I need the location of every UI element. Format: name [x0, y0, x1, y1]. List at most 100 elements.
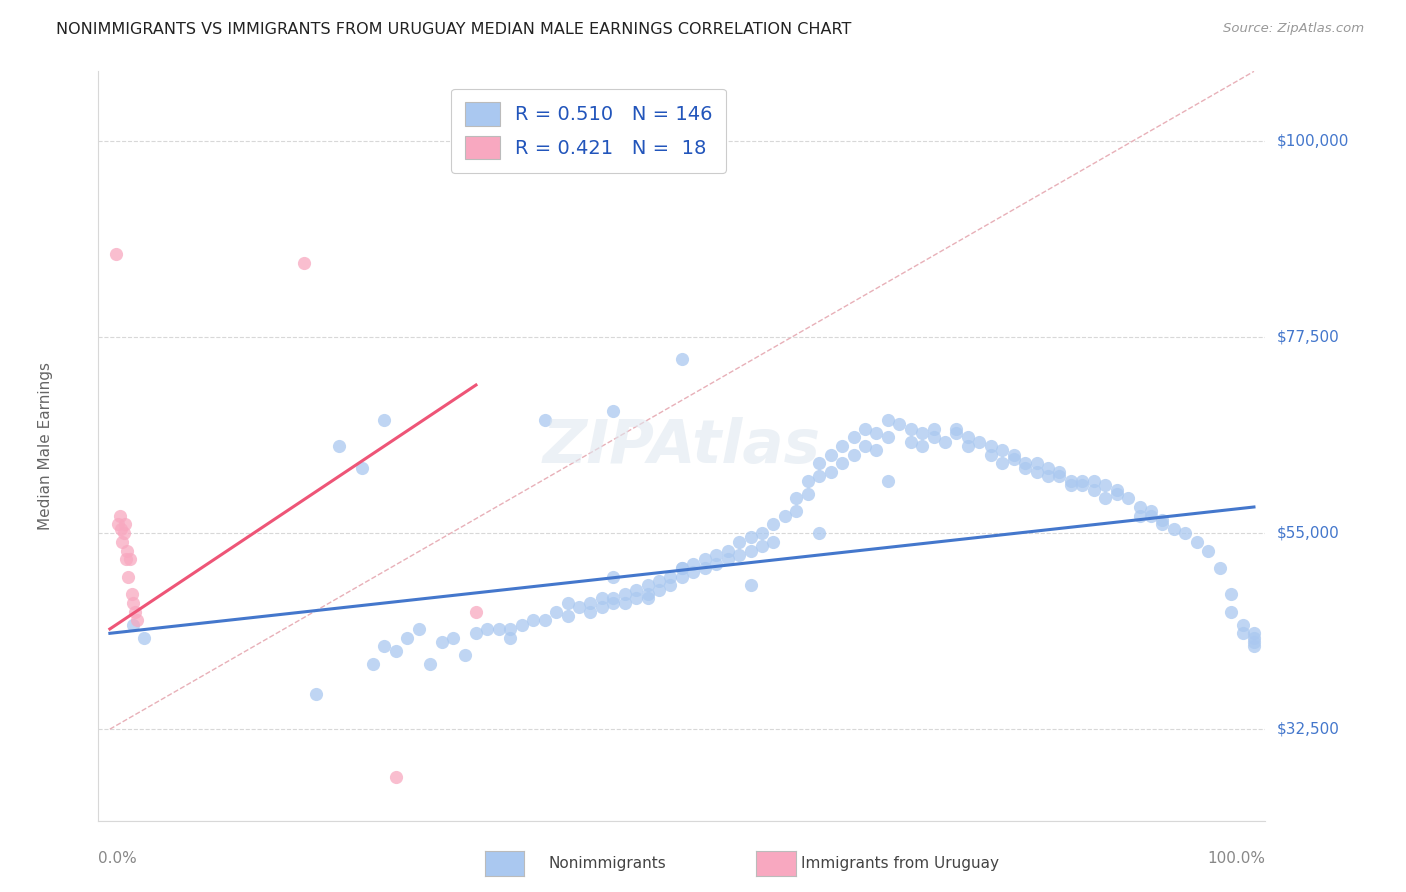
Point	[900, 434, 922, 449]
Text: $55,000: $55,000	[1277, 525, 1340, 541]
Point	[785, 504, 807, 518]
Point	[1071, 474, 1094, 488]
Point	[717, 543, 740, 558]
Point	[1140, 508, 1163, 523]
Point	[305, 687, 328, 701]
Point	[728, 534, 751, 549]
Point	[115, 552, 138, 566]
Point	[922, 430, 945, 444]
Point	[1185, 534, 1208, 549]
Point	[740, 531, 762, 545]
Point	[624, 591, 647, 606]
Point	[671, 561, 693, 575]
Point	[591, 600, 613, 615]
Point	[1163, 522, 1185, 536]
Point	[108, 508, 131, 523]
Point	[740, 578, 762, 592]
Point	[637, 587, 659, 601]
Point	[1128, 508, 1150, 523]
Point	[1025, 457, 1047, 471]
Point	[579, 596, 602, 610]
Point	[1002, 448, 1025, 462]
Point	[453, 648, 475, 662]
Point	[820, 465, 842, 479]
Point	[1243, 626, 1265, 640]
Point	[853, 421, 876, 435]
Point	[1083, 483, 1105, 497]
Point	[751, 539, 773, 553]
Point	[1049, 469, 1071, 483]
Point	[111, 534, 134, 549]
Point	[373, 413, 395, 427]
Point	[613, 596, 636, 610]
Text: NONIMMIGRANTS VS IMMIGRANTS FROM URUGUAY MEDIAN MALE EARNINGS CORRELATION CHART: NONIMMIGRANTS VS IMMIGRANTS FROM URUGUAY…	[56, 22, 852, 37]
Point	[396, 631, 419, 645]
Point	[945, 425, 967, 440]
Point	[1197, 543, 1219, 558]
Point	[991, 443, 1014, 458]
Point	[876, 430, 898, 444]
Point	[441, 631, 464, 645]
Point	[876, 413, 898, 427]
Text: $100,000: $100,000	[1277, 134, 1348, 149]
Point	[808, 526, 831, 541]
Point	[1152, 513, 1174, 527]
Point	[1105, 487, 1128, 501]
Point	[648, 582, 671, 597]
Point	[124, 605, 146, 619]
Point	[671, 561, 693, 575]
Point	[127, 613, 149, 627]
Point	[477, 622, 499, 636]
Point	[704, 548, 727, 562]
Point	[1025, 465, 1047, 479]
Point	[1220, 605, 1243, 619]
Point	[117, 570, 139, 584]
Point	[104, 247, 127, 261]
Point	[1220, 587, 1243, 601]
Point	[115, 543, 138, 558]
Point	[499, 631, 522, 645]
Point	[865, 443, 887, 458]
Point	[292, 256, 315, 270]
Point	[557, 596, 579, 610]
Point	[693, 561, 716, 575]
Point	[751, 526, 773, 541]
Point	[1105, 483, 1128, 497]
Text: Median Male Earnings: Median Male Earnings	[38, 362, 53, 530]
Point	[1094, 478, 1116, 492]
Text: Nonimmigrants: Nonimmigrants	[548, 856, 666, 871]
Point	[762, 534, 785, 549]
Point	[671, 351, 693, 366]
Point	[602, 404, 624, 418]
Point	[1174, 526, 1197, 541]
Point	[876, 474, 898, 488]
Point	[671, 570, 693, 584]
Point	[1002, 452, 1025, 467]
Point	[1049, 465, 1071, 479]
Point	[980, 448, 1002, 462]
Point	[717, 552, 740, 566]
Point	[808, 457, 831, 471]
Point	[1071, 478, 1094, 492]
Point	[408, 622, 430, 636]
Point	[510, 617, 533, 632]
Point	[385, 644, 408, 658]
Legend: R = 0.510   N = 146, R = 0.421   N =  18: R = 0.510 N = 146, R = 0.421 N = 18	[451, 88, 725, 173]
Point	[1036, 460, 1059, 475]
Point	[911, 439, 934, 453]
Point	[121, 587, 143, 601]
Text: Source: ZipAtlas.com: Source: ZipAtlas.com	[1223, 22, 1364, 36]
Point	[1116, 491, 1139, 506]
Point	[980, 439, 1002, 453]
Point	[956, 439, 979, 453]
Point	[637, 578, 659, 592]
Point	[659, 570, 682, 584]
Point	[1014, 457, 1036, 471]
Point	[1036, 469, 1059, 483]
Point	[900, 421, 922, 435]
Point	[1094, 491, 1116, 506]
Point	[350, 460, 373, 475]
Point	[385, 770, 408, 784]
Point	[797, 487, 820, 501]
Text: $77,500: $77,500	[1277, 329, 1340, 344]
